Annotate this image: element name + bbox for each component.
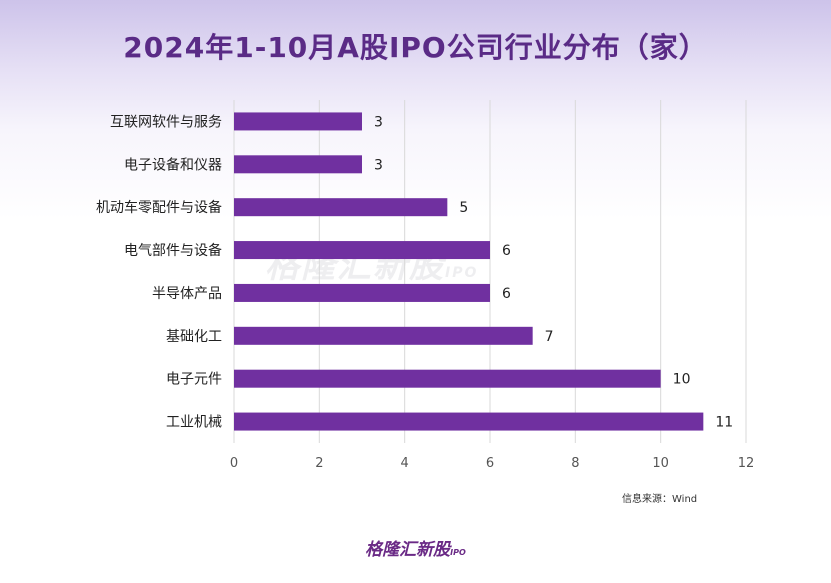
x-tick-label: 6 [486,456,494,471]
value-label: 3 [374,157,383,173]
bar [234,283,490,302]
footer-logo-sub: IPO [450,548,466,557]
bar [234,112,362,131]
bar [234,155,362,174]
x-tick-label: 10 [652,456,669,471]
value-label: 7 [545,329,554,345]
value-label: 11 [715,415,733,431]
category-label: 电子元件 [166,372,222,388]
watermark-sub: IPO [445,265,479,281]
bar [234,241,490,260]
value-label: 6 [502,286,511,302]
category-label: 电气部件与设备 [124,242,222,259]
footer-logo-main: 格隆汇新股 [365,540,451,560]
category-label: 基础化工 [166,328,222,345]
x-tick-label: 2 [315,456,323,471]
x-tick-label: 8 [571,456,579,471]
value-label: 5 [459,200,468,216]
value-label: 6 [502,243,511,259]
category-labels: 互联网软件与服务电子设备和仪器机动车零配件与设备电气部件与设备半导体产品基础化工… [96,114,222,430]
category-label: 半导体产品 [152,286,222,302]
category-label: 互联网软件与服务 [110,114,222,130]
category-label: 机动车零配件与设备 [96,199,222,216]
value-labels: 3 3 5 6 6 7 10 11 [374,114,733,430]
x-tick-label: 12 [738,456,755,471]
chart-title: 2024年1-10月A股IPO公司行业分布（家） [123,31,708,64]
category-label: 电子设备和仪器 [124,156,222,173]
category-label: 工业机械 [166,415,222,431]
bars [234,112,704,431]
bar [234,326,533,345]
value-label: 3 [374,114,383,130]
source-note: 信息来源：Wind [622,494,698,505]
x-tick-label: 4 [401,456,409,471]
bar [234,198,448,217]
x-axis-ticks: 0 2 4 6 8 10 12 [230,456,754,471]
footer-logo: 格隆汇新股IPO [0,535,831,560]
value-label: 10 [673,372,691,388]
x-tick-label: 0 [230,456,238,471]
grid-lines [233,100,747,443]
bar [234,369,661,388]
bar [234,412,704,431]
